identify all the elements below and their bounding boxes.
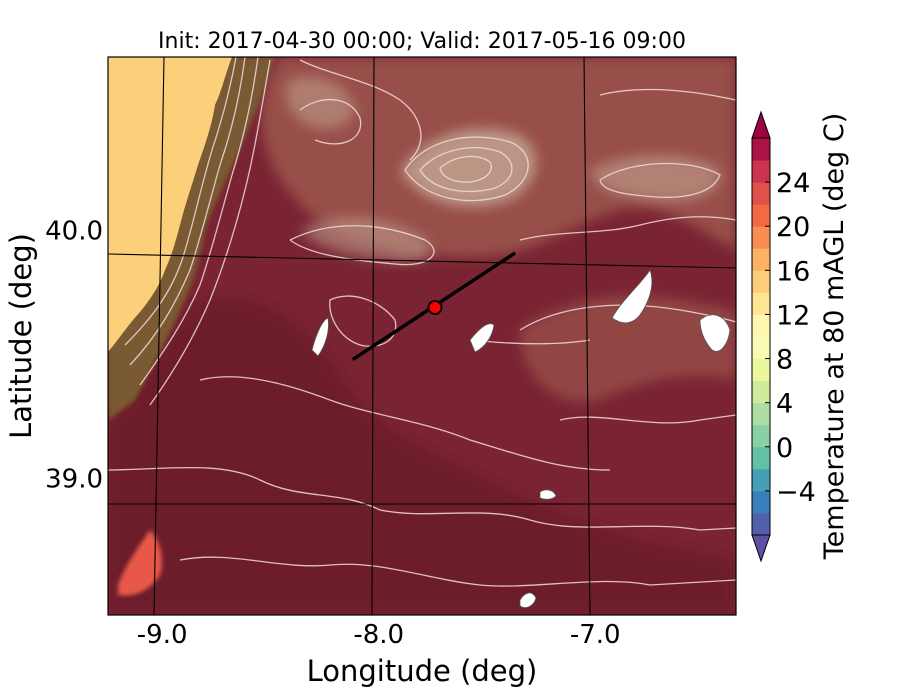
colorbar-tick-label: 20 [776, 212, 810, 243]
masked-patch [699, 314, 731, 352]
contour-line [329, 295, 397, 347]
contour-line [124, 57, 237, 346]
masked-patch [519, 592, 537, 608]
colorbar-label: Temperature at 80 mAGL (deg C) [819, 113, 850, 561]
plot-area [108, 57, 736, 615]
masked-patch [469, 323, 495, 353]
contour-line [129, 57, 246, 366]
contour-line [404, 136, 529, 202]
colorbar-band [752, 336, 770, 360]
contour-line [199, 376, 611, 471]
field-highland [400, 128, 537, 207]
contour-line [179, 556, 736, 587]
contour-line [289, 225, 435, 266]
field-ridge [300, 217, 431, 263]
x-tick-label: -9.0 [137, 620, 188, 650]
colorbar-band [752, 292, 770, 315]
field-highland-north [285, 76, 355, 129]
colorbar-tick-label: 0 [776, 433, 793, 464]
masked-patches [311, 269, 731, 608]
field-plateau-east [520, 296, 736, 402]
colorbar-band [752, 182, 770, 205]
plot-frame [107, 56, 737, 616]
colorbar-band [752, 160, 770, 183]
colorbar-band [752, 248, 770, 271]
masked-patch [611, 269, 653, 324]
colorbar-band [752, 138, 770, 161]
colorbar-band [752, 380, 770, 404]
colorbar-band [752, 490, 770, 514]
y-tick-label: 39.0 [45, 465, 103, 495]
contour-line [439, 155, 492, 183]
colorbar-tick-label: 16 [776, 256, 810, 287]
colorbar-band [752, 446, 770, 470]
field-warm-region [108, 298, 736, 615]
contour-line [519, 216, 736, 241]
x-axis-label: Longitude (deg) [307, 654, 538, 688]
field-ocean [108, 57, 232, 352]
chart-title: Init: 2017-04-30 00:00; Valid: 2017-05-1… [158, 29, 686, 54]
colorbar-tick-label: 12 [776, 300, 810, 331]
colorbar-extend-max [751, 110, 771, 139]
masked-patch [311, 317, 329, 357]
colorbar-extend-min [751, 534, 771, 563]
colorbar-band [752, 204, 770, 227]
colorbar-band [752, 424, 770, 448]
x-tick-label: -7.0 [570, 620, 621, 650]
x-tick-label: -8.0 [353, 620, 404, 650]
colorbar-band [752, 314, 770, 337]
colorbar-tick-label: 8 [776, 345, 793, 376]
contour-line [599, 162, 721, 198]
colorbar-band [752, 468, 770, 492]
contour-line [299, 98, 362, 145]
colorbar-tick-label: −4 [776, 477, 816, 508]
contour-line [299, 59, 422, 161]
x-axis-ticks: -9.0 -8.0 -7.0 [137, 620, 621, 650]
colorbar-frame [751, 137, 771, 536]
grid-lines [108, 57, 736, 615]
colorbar-band [752, 226, 770, 249]
contour-line [139, 57, 259, 386]
meridian-line [583, 57, 591, 615]
y-axis-label: Latitude (deg) [4, 233, 38, 439]
meridian-line [153, 57, 165, 615]
meridian-line [371, 57, 375, 615]
colorbar-band [752, 358, 770, 382]
colorbar-band [752, 402, 770, 426]
contour-line [149, 59, 271, 406]
masked-patch [539, 489, 557, 500]
contour-line [108, 466, 736, 531]
y-axis-ticks: 40.0 39.0 [45, 217, 103, 495]
colorbar: −4 0 4 8 12 16 20 24 [751, 110, 816, 563]
colorbar-tick-label: 24 [776, 168, 810, 199]
colorbar-band [752, 270, 770, 293]
contour-line [559, 414, 736, 424]
contour-line [599, 88, 736, 101]
cross-section-point [427, 299, 443, 315]
field-hotspot [118, 530, 162, 596]
y-tick-label: 40.0 [45, 217, 103, 247]
colorbar-tick-label: 4 [776, 389, 793, 420]
field-highland-east [590, 155, 721, 202]
colorbar-band [752, 512, 770, 536]
contour-line [419, 147, 513, 193]
parallel-line [108, 253, 736, 269]
